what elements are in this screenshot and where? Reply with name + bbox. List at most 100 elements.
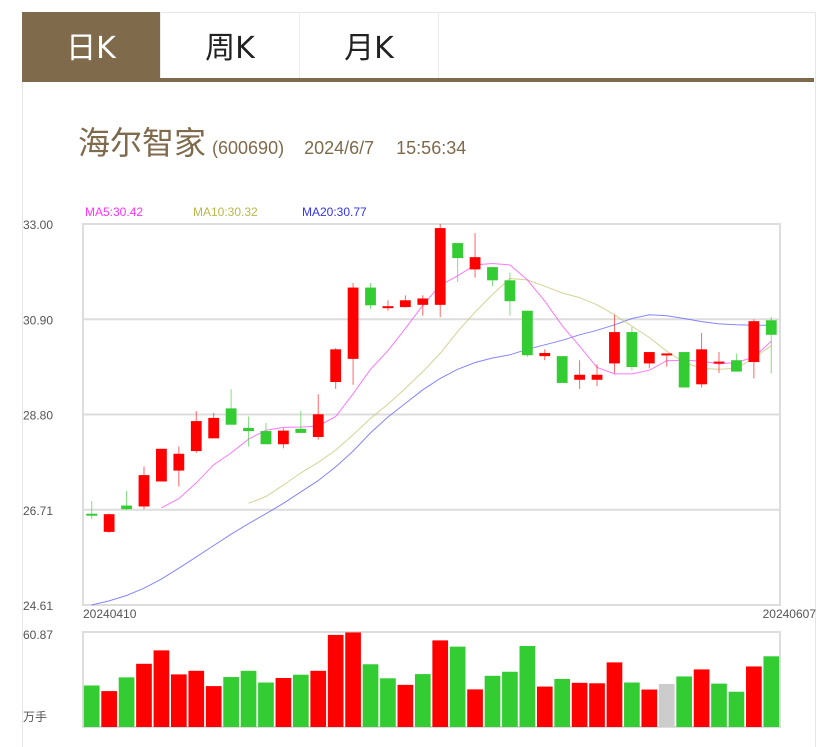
volume-bar bbox=[484, 675, 501, 727]
candle bbox=[260, 422, 272, 445]
volume-bar bbox=[223, 677, 239, 727]
volume-bar bbox=[693, 669, 710, 727]
volume-bar bbox=[763, 656, 780, 727]
chart-panel bbox=[22, 12, 816, 747]
candle-body bbox=[626, 332, 638, 368]
candle-body bbox=[487, 267, 498, 281]
candle-body bbox=[382, 306, 394, 309]
y-tick-label: 30.90 bbox=[23, 313, 53, 327]
stock-code: (600690) bbox=[212, 138, 285, 158]
volume-bar bbox=[676, 676, 693, 727]
candle-body bbox=[330, 349, 342, 383]
candle-body bbox=[556, 356, 568, 383]
candle bbox=[382, 300, 394, 311]
candle bbox=[731, 353, 742, 372]
volume-max-label: 60.87 bbox=[23, 628, 53, 642]
candle-body bbox=[190, 421, 202, 452]
volume-bar bbox=[205, 686, 222, 727]
volume-bar bbox=[571, 682, 588, 727]
candle bbox=[156, 448, 167, 482]
candle bbox=[138, 466, 150, 510]
y-tick-label: 26.71 bbox=[23, 504, 53, 518]
candle-body bbox=[731, 360, 742, 372]
candle bbox=[521, 310, 533, 358]
candle bbox=[295, 411, 307, 433]
volume-bar bbox=[449, 646, 466, 727]
candle bbox=[399, 295, 411, 308]
volume-bar bbox=[554, 678, 571, 727]
candle bbox=[103, 513, 115, 533]
candle-body bbox=[208, 417, 220, 439]
x-axis-end-label: 20240607 bbox=[763, 607, 817, 621]
candle-body bbox=[86, 513, 98, 516]
volume-bar bbox=[275, 677, 292, 727]
candle-body bbox=[609, 332, 620, 364]
candle-body bbox=[643, 352, 655, 364]
volume-bar bbox=[624, 682, 640, 727]
legend-ma10: MA10:30.32 bbox=[193, 205, 258, 219]
candle bbox=[417, 295, 429, 316]
candle bbox=[643, 352, 655, 369]
candle-body bbox=[713, 361, 725, 364]
candle-body bbox=[417, 298, 429, 305]
volume-bar bbox=[536, 686, 553, 727]
candle bbox=[434, 224, 446, 318]
tab-weekly-k[interactable]: 周K bbox=[161, 12, 300, 78]
stock-header: 海尔智家 (600690) 2024/6/7 15:56:34 bbox=[78, 118, 466, 164]
volume-bar bbox=[519, 645, 536, 727]
candle bbox=[365, 283, 376, 309]
candle bbox=[225, 389, 237, 425]
candle bbox=[121, 491, 132, 511]
volume-bar bbox=[240, 670, 257, 727]
candle bbox=[713, 352, 725, 373]
candle bbox=[312, 394, 324, 440]
quote-date: 2024/6/7 bbox=[304, 138, 375, 158]
candle bbox=[208, 412, 220, 439]
volume-bar bbox=[362, 664, 379, 727]
candle bbox=[765, 317, 777, 374]
y-tick-label: 24.61 bbox=[23, 599, 53, 613]
candle-body bbox=[103, 514, 115, 532]
volume-unit-label: 万手 bbox=[23, 710, 47, 724]
quote-time: 15:56:34 bbox=[396, 138, 467, 158]
candle-body bbox=[277, 430, 289, 445]
candle bbox=[591, 364, 603, 387]
tab-monthly-k[interactable]: 月K bbox=[300, 12, 439, 78]
candle bbox=[504, 272, 516, 316]
tab-daily-k[interactable]: 日K bbox=[22, 12, 161, 78]
candle bbox=[469, 233, 481, 278]
candle bbox=[487, 267, 498, 287]
volume-bar bbox=[292, 674, 309, 727]
candle bbox=[190, 411, 202, 453]
candle-body bbox=[295, 428, 307, 433]
candle-body bbox=[539, 352, 551, 357]
volume-bar bbox=[502, 671, 518, 727]
candle bbox=[539, 349, 551, 361]
candle bbox=[678, 352, 690, 388]
candle bbox=[661, 353, 673, 367]
candle-body bbox=[574, 374, 586, 380]
candle-body bbox=[678, 352, 690, 388]
volume-bar bbox=[380, 678, 396, 727]
volume-bar bbox=[310, 670, 327, 727]
candle-body bbox=[748, 321, 760, 363]
candle-body bbox=[469, 257, 481, 270]
volume-bar bbox=[606, 662, 623, 727]
candle-body bbox=[156, 448, 167, 482]
candle-body bbox=[504, 280, 516, 302]
volume-bar bbox=[83, 685, 100, 727]
candle bbox=[696, 332, 707, 388]
volume-bar bbox=[188, 670, 205, 727]
candle bbox=[347, 283, 359, 385]
stock-name: 海尔智家 bbox=[78, 124, 207, 162]
volume-bar bbox=[414, 674, 431, 727]
candle bbox=[243, 416, 254, 447]
volume-bar bbox=[118, 677, 135, 727]
volume-bar bbox=[467, 689, 483, 727]
candle-body bbox=[312, 414, 324, 437]
volume-bar bbox=[746, 666, 762, 727]
volume-bar bbox=[711, 683, 727, 727]
candle bbox=[748, 319, 760, 379]
candle-body bbox=[591, 374, 603, 380]
